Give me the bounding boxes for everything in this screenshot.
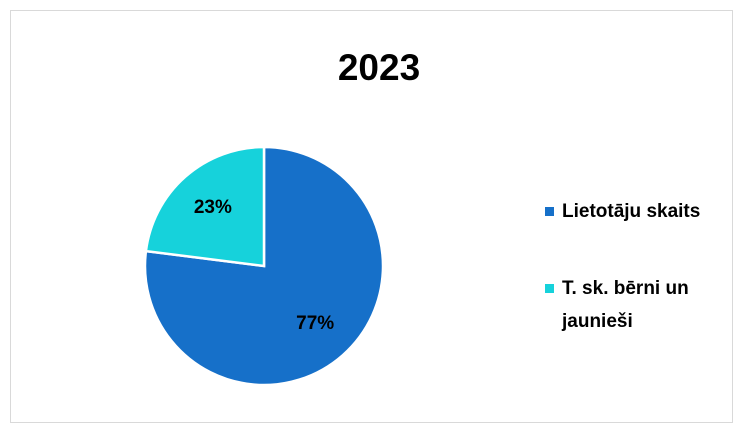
legend-entry: T. sk. bērni un jaunieši	[540, 272, 730, 338]
data-label: 23%	[194, 197, 232, 218]
legend: Lietotāju skaits T. sk. bērni un jaunieši	[540, 195, 730, 382]
legend-entry: Lietotāju skaits	[540, 195, 730, 228]
legend-swatch	[545, 284, 554, 293]
pie-slice	[144, 145, 266, 268]
legend-swatch	[545, 207, 554, 216]
legend-label: T. sk. bērni un jaunieši	[562, 278, 689, 332]
data-label: 77%	[296, 313, 334, 334]
legend-label: Lietotāju skaits	[562, 201, 701, 222]
chart-title: 2023	[338, 47, 420, 88]
